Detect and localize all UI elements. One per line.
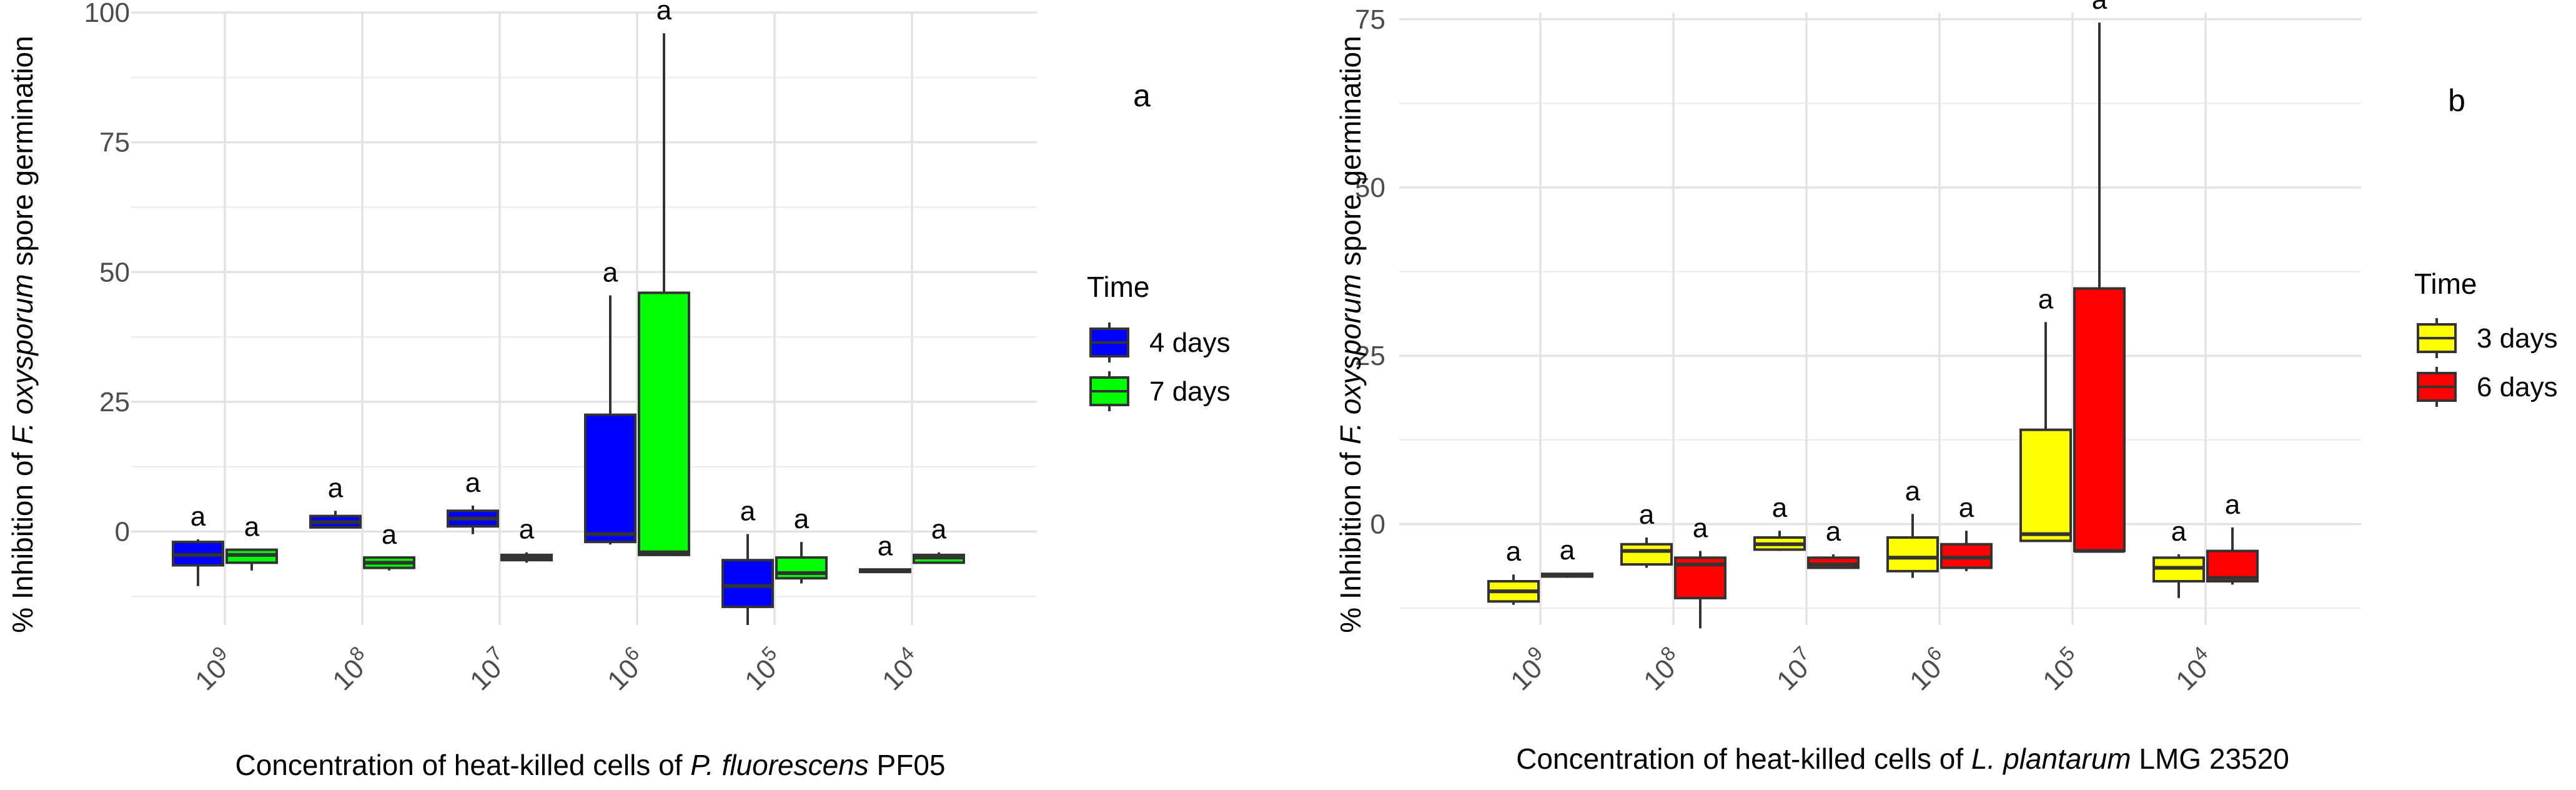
boxplot: a bbox=[1487, 536, 1540, 605]
y-axis-title: % Inhibition of F. oxysporum spore germi… bbox=[1334, 36, 1367, 632]
significance-label: a bbox=[1772, 492, 1788, 523]
boxplot: a bbox=[1886, 476, 1939, 578]
significance-label: a bbox=[2038, 284, 2054, 314]
legend-label: 3 days bbox=[2477, 323, 2558, 354]
boxplot: a bbox=[500, 514, 553, 563]
boxplot: a bbox=[913, 514, 965, 564]
y-tick-label: 50 bbox=[1355, 172, 1385, 203]
significance-label: a bbox=[519, 514, 535, 545]
significance-label: a bbox=[656, 0, 672, 26]
significance-label: a bbox=[794, 504, 810, 534]
boxplot: a bbox=[1620, 499, 1673, 568]
legend-label: 7 days bbox=[1149, 376, 1231, 407]
significance-label: a bbox=[191, 501, 206, 532]
significance-label: a bbox=[465, 468, 481, 498]
boxplot: a bbox=[1753, 492, 1806, 551]
boxplot: a bbox=[721, 496, 774, 625]
panel-label: b bbox=[2448, 83, 2465, 118]
significance-label: a bbox=[1639, 499, 1655, 530]
boxplot: a bbox=[172, 501, 224, 586]
box bbox=[638, 291, 690, 556]
significance-label: a bbox=[244, 512, 260, 542]
boxplot: a bbox=[638, 0, 690, 556]
boxplot: a bbox=[1541, 535, 1593, 578]
significance-label: a bbox=[2171, 516, 2187, 547]
boxplot: a bbox=[1807, 516, 1860, 569]
legend-label: 4 days bbox=[1149, 328, 1231, 358]
y-axis-title: % Inhibition of F. oxysporum spore germi… bbox=[6, 36, 39, 632]
legend-title: Time bbox=[2414, 268, 2477, 300]
significance-label: a bbox=[931, 514, 947, 545]
boxplot: a bbox=[1674, 513, 1726, 629]
y-tick-label: 25 bbox=[1355, 341, 1385, 371]
significance-label: a bbox=[1560, 535, 1575, 566]
significance-label: a bbox=[740, 496, 756, 527]
legend-label: 6 days bbox=[2477, 372, 2558, 402]
significance-label: a bbox=[1905, 476, 1921, 506]
y-tick-label: 75 bbox=[1355, 4, 1385, 35]
x-axis-title: Concentration of heat-killed cells of P.… bbox=[235, 749, 945, 781]
box bbox=[775, 556, 828, 580]
y-tick-label: 0 bbox=[115, 517, 130, 548]
y-tick-label: 50 bbox=[99, 257, 130, 288]
significance-label: a bbox=[603, 258, 618, 288]
panel-label: a bbox=[1133, 78, 1151, 113]
significance-label: a bbox=[2225, 489, 2241, 520]
boxplot: a bbox=[225, 512, 278, 571]
significance-label: a bbox=[382, 519, 397, 550]
boxplot: a bbox=[2019, 284, 2072, 542]
significance-label: a bbox=[1506, 536, 1522, 567]
significance-label: a bbox=[1959, 492, 1974, 523]
box bbox=[2019, 428, 2072, 542]
box bbox=[1620, 542, 1673, 566]
box bbox=[2073, 287, 2126, 552]
panel-b: 0255075aaaaaaaaaaaa109108107106105104Con… bbox=[1334, 0, 2558, 775]
significance-label: a bbox=[2092, 0, 2108, 15]
significance-label: a bbox=[1826, 516, 1841, 547]
boxplot: a bbox=[2073, 0, 2126, 553]
box bbox=[1886, 536, 1939, 572]
boxplot: a bbox=[1940, 492, 1993, 571]
boxplot: a bbox=[309, 472, 362, 529]
significance-label: a bbox=[1693, 513, 1708, 544]
boxplot: a bbox=[2206, 489, 2259, 585]
x-axis-title: Concentration of heat-killed cells of L.… bbox=[1516, 742, 2289, 775]
box bbox=[584, 413, 637, 544]
boxplot: a bbox=[2152, 516, 2205, 598]
boxplot: a bbox=[859, 531, 911, 574]
boxplot: a bbox=[447, 468, 499, 534]
boxplot: a bbox=[775, 504, 828, 584]
y-tick-label: 75 bbox=[99, 128, 130, 158]
box bbox=[721, 559, 774, 608]
legend-title: Time bbox=[1087, 271, 1150, 303]
y-tick-label: 0 bbox=[1370, 509, 1385, 539]
y-tick-label: 100 bbox=[84, 0, 130, 28]
significance-label: a bbox=[328, 472, 344, 503]
boxplot: a bbox=[363, 519, 415, 571]
significance-label: a bbox=[878, 531, 893, 561]
y-tick-label: 25 bbox=[99, 387, 130, 418]
boxplot: a bbox=[584, 258, 637, 545]
